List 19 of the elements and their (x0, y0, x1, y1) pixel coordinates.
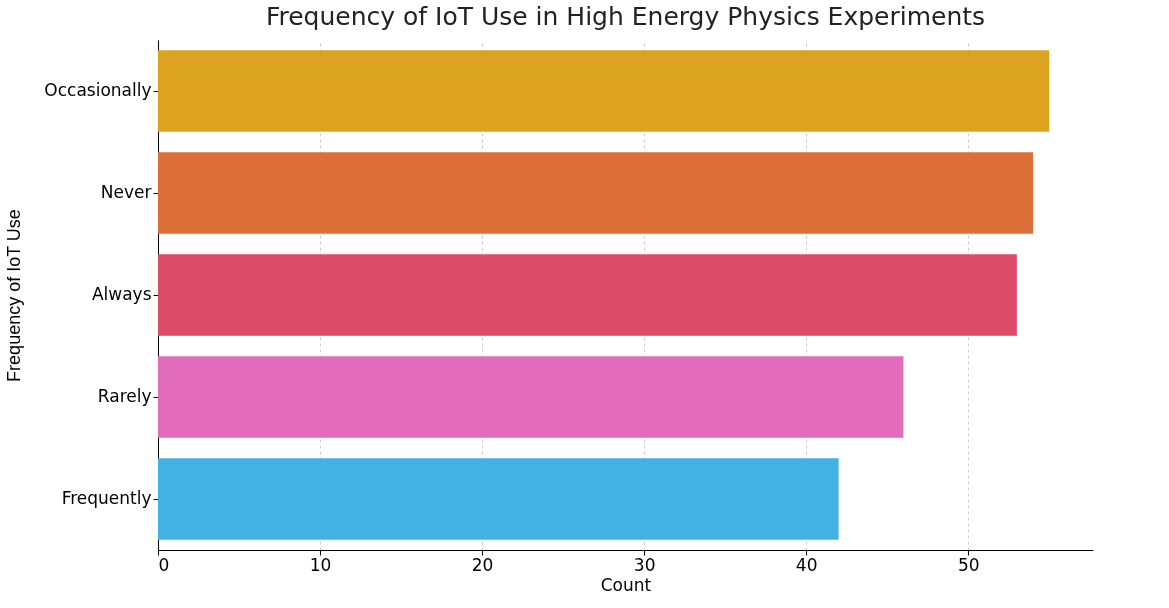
x-tick-label: 20 (471, 554, 494, 575)
y-tick-label: Rarely (97, 386, 152, 406)
y-tick-label: Always (91, 284, 152, 304)
y-tick-label: Never (100, 182, 152, 202)
x-tick-label: 30 (633, 554, 656, 575)
bar (158, 458, 839, 540)
x-tick-label: 40 (795, 554, 818, 575)
y-tick-label: Frequently (61, 488, 152, 508)
bar (158, 152, 1034, 234)
bar (158, 50, 1050, 132)
y-tick-label: Occasionally (44, 80, 152, 100)
bar (158, 356, 904, 438)
chart-title: Frequency of IoT Use in High Energy Physics Experiments (265, 2, 986, 31)
y-axis-title: Frequency of IoT Use (4, 209, 25, 382)
x-tick-label: 50 (957, 554, 980, 575)
x-tick-label: 0 (158, 554, 170, 575)
x-axis-title: Count (600, 574, 652, 595)
bar (158, 254, 1017, 336)
x-tick-label: 10 (309, 554, 332, 575)
